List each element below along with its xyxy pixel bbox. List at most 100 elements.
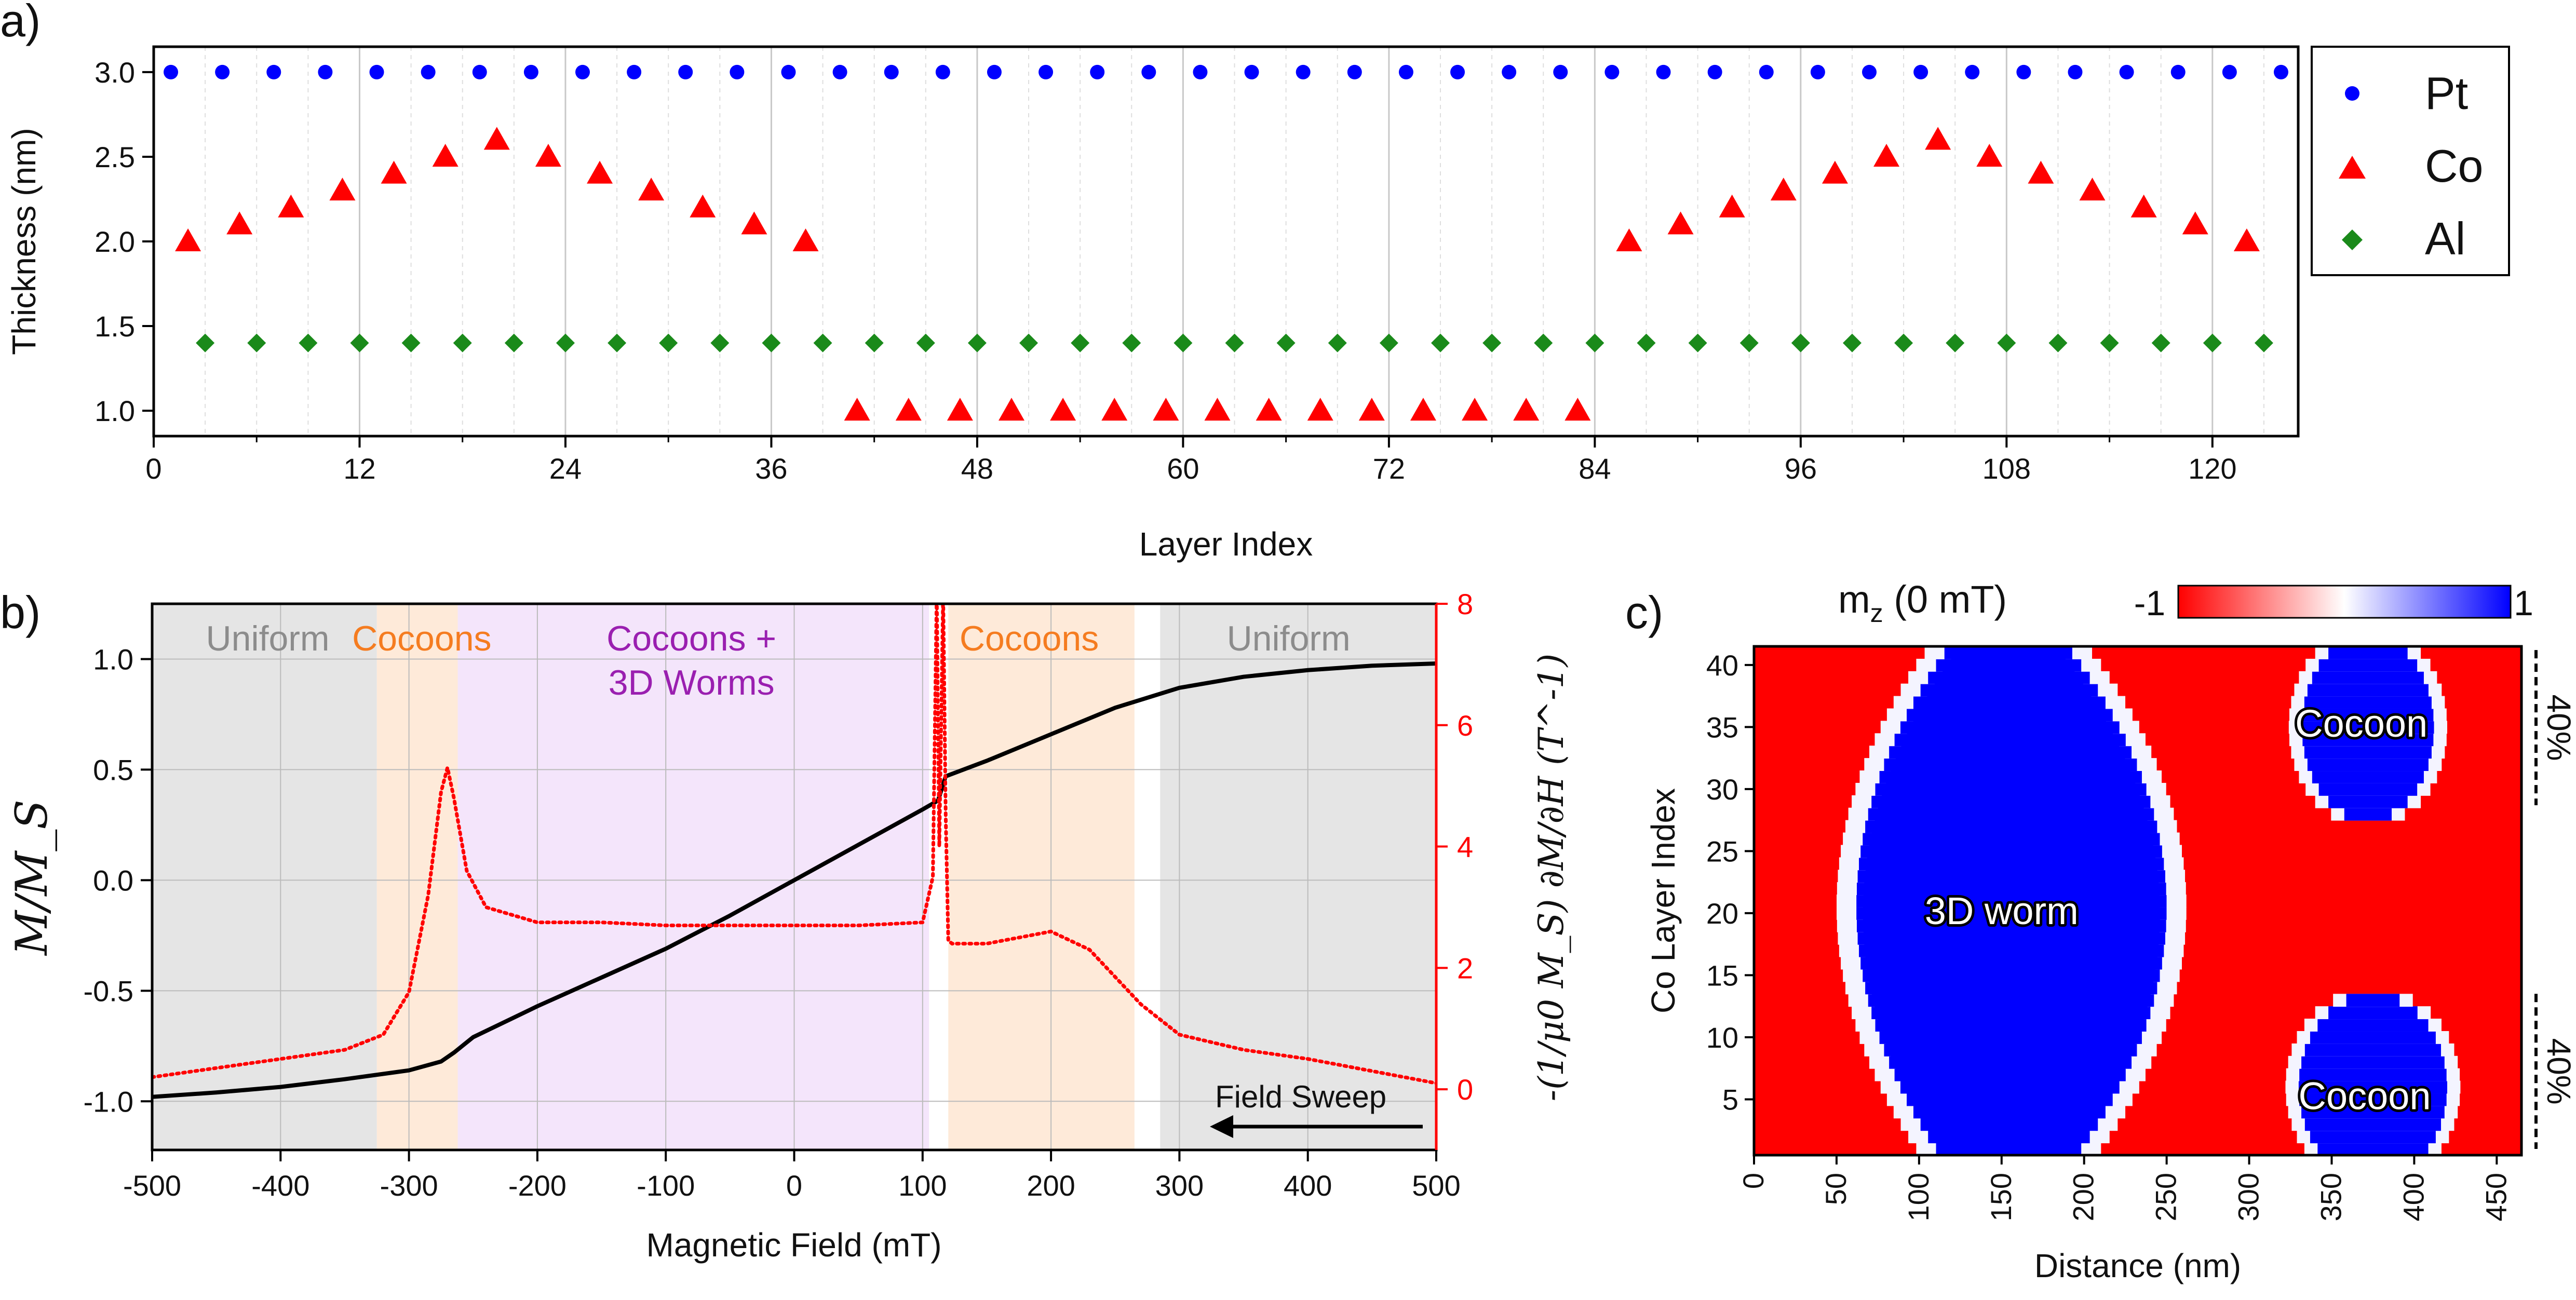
- pt-point: [627, 64, 642, 79]
- co-point: [587, 160, 613, 184]
- heatmap-cell: [1863, 969, 2160, 982]
- pt-point: [1604, 64, 1620, 79]
- heatmap-cell: [1859, 857, 2164, 871]
- x-tick-label: 72: [1373, 452, 1405, 485]
- al-point: [1946, 333, 1965, 353]
- co-point: [895, 398, 922, 421]
- heatmap-cell: [2318, 782, 2418, 796]
- region-label: Cocoons: [352, 619, 491, 658]
- al-point: [967, 333, 987, 353]
- region-label: Cocoons +: [606, 619, 776, 658]
- pt-point: [1502, 64, 1517, 79]
- al-point: [556, 333, 575, 353]
- heatmap-cell: [1856, 895, 2167, 908]
- panel-b-label: b): [0, 587, 41, 638]
- heatmap-cell: [1900, 721, 2120, 734]
- x-tick-label: 150: [1985, 1173, 2017, 1221]
- heatmap-cell: [2304, 696, 2432, 709]
- x-tick-label: -200: [508, 1169, 567, 1202]
- pt-point: [935, 64, 950, 79]
- pt-point: [2068, 64, 2083, 79]
- heatmap-cell: [1856, 882, 2166, 896]
- x-tick-label: -500: [123, 1169, 181, 1202]
- heatmap-cell: [2301, 1055, 2445, 1069]
- co-point: [792, 228, 819, 251]
- co-point: [1873, 143, 1900, 167]
- co-point: [175, 228, 201, 251]
- al-point: [916, 333, 935, 353]
- al-point: [1328, 333, 1347, 353]
- al-point: [813, 333, 832, 353]
- pt-point: [730, 64, 745, 79]
- legend-pt-marker: [2345, 86, 2359, 101]
- pt-point: [2222, 64, 2237, 79]
- heatmap-cell: [1936, 1143, 2082, 1155]
- x-tick-label: -300: [380, 1169, 438, 1202]
- pt-point: [678, 64, 693, 79]
- y-tick-label: 10: [1706, 1021, 1738, 1054]
- al-point: [401, 333, 421, 353]
- al-point: [762, 333, 781, 353]
- panel-b-ylabel: M/M_S: [6, 800, 57, 956]
- heatmap-cell: [1913, 696, 2106, 709]
- co-point: [226, 211, 253, 235]
- heatmap-cell: [2344, 807, 2392, 821]
- al-point: [1174, 333, 1193, 353]
- al-point: [1637, 333, 1656, 353]
- panel-c-frame: [1752, 645, 2523, 1157]
- y-tick-label: 2.5: [95, 141, 135, 173]
- legend-al-label: Al: [2425, 213, 2465, 264]
- heatmap-cell: [1856, 906, 2167, 920]
- al-point: [1688, 333, 1707, 353]
- al-point: [710, 333, 730, 353]
- pt-point: [1450, 64, 1465, 79]
- al-point: [247, 333, 266, 353]
- heatmap-cell: [2298, 1080, 2447, 1094]
- co-point: [2130, 194, 2157, 218]
- heatmap-cell: [1936, 658, 2082, 672]
- co-point: [1719, 194, 1745, 218]
- phase-region: [152, 604, 377, 1150]
- pt-point: [1656, 64, 1671, 79]
- co-point: [1925, 127, 1951, 150]
- heatmap-cell: [2328, 795, 2408, 808]
- panel-a-marks: [164, 64, 2288, 421]
- pt-point: [1553, 64, 1568, 79]
- heatmap-cell: [2317, 1019, 2429, 1032]
- pt-point: [884, 64, 899, 79]
- x-tick-label: 48: [961, 452, 993, 485]
- co-point: [1358, 398, 1385, 421]
- heatmap-cell: [2346, 994, 2400, 1007]
- heatmap-cell: [1944, 646, 2072, 659]
- heatmap-cell: [2312, 671, 2424, 684]
- co-point: [1667, 211, 1694, 235]
- pt-point: [2119, 64, 2134, 79]
- y-tick-label: 30: [1706, 773, 1738, 806]
- co-point: [1050, 398, 1076, 421]
- co-point: [1153, 398, 1179, 421]
- y-tick-label: -1.0: [84, 1085, 134, 1118]
- heatmap-cell: [2304, 1043, 2442, 1057]
- heatmap-cell: [2318, 658, 2418, 672]
- pt-point: [266, 64, 281, 79]
- heatmap-cell: [1859, 944, 2164, 957]
- pt-point: [1347, 64, 1362, 79]
- al-point: [1225, 333, 1244, 353]
- heatmap-cell: [1871, 1006, 2151, 1020]
- x-tick-label: 12: [343, 452, 375, 485]
- heatmap-cell: [1871, 795, 2151, 808]
- heatmap-cell: [1889, 746, 2132, 759]
- x-tick-label: 350: [2314, 1173, 2347, 1221]
- pt-point: [832, 64, 847, 79]
- legend-co-marker: [2339, 156, 2366, 179]
- co-point: [1204, 398, 1231, 421]
- pt-point: [1759, 64, 1774, 79]
- y-right-tick-label: 2: [1457, 952, 1473, 984]
- y-tick-label: 1.0: [93, 643, 133, 675]
- co-point: [1410, 398, 1436, 421]
- pt-point: [215, 64, 230, 79]
- pt-point: [1810, 64, 1825, 79]
- heatmap-cell: [2307, 683, 2429, 697]
- pt-point: [2273, 64, 2288, 79]
